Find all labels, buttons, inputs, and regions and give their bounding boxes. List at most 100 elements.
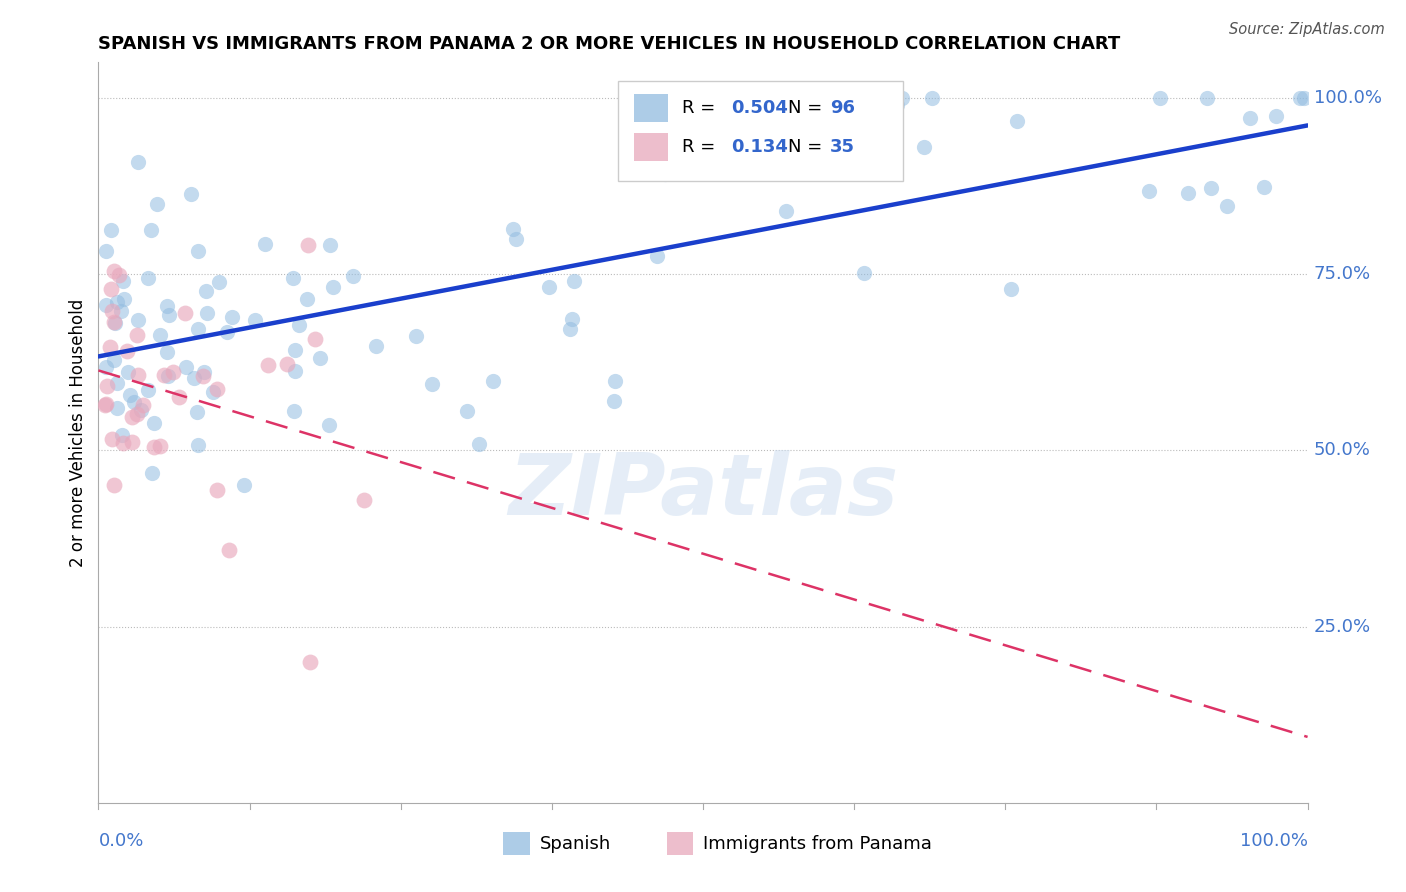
Point bbox=[284, 343, 307, 357]
Point bbox=[186, 405, 208, 419]
Point bbox=[101, 432, 124, 446]
Point bbox=[482, 374, 505, 388]
Point bbox=[157, 308, 180, 322]
Point bbox=[193, 365, 215, 379]
Point bbox=[912, 139, 935, 153]
Bar bbox=[634, 94, 668, 121]
Point bbox=[205, 483, 228, 498]
Point bbox=[187, 244, 209, 258]
Point bbox=[1137, 184, 1160, 198]
Point bbox=[284, 364, 307, 378]
Text: Immigrants from Panama: Immigrants from Panama bbox=[703, 835, 932, 853]
Bar bbox=[634, 133, 668, 161]
Point bbox=[100, 303, 122, 318]
Point bbox=[342, 268, 364, 283]
Point bbox=[1005, 114, 1028, 128]
Point bbox=[100, 223, 122, 237]
Text: 96: 96 bbox=[830, 99, 855, 117]
Point bbox=[180, 186, 202, 201]
Point bbox=[364, 339, 387, 353]
Point bbox=[257, 359, 280, 373]
Point bbox=[96, 397, 118, 411]
Point bbox=[751, 118, 773, 132]
Point bbox=[121, 409, 143, 424]
Point bbox=[103, 352, 125, 367]
Point bbox=[125, 407, 148, 421]
Point bbox=[149, 328, 172, 343]
Text: ZIPatlas: ZIPatlas bbox=[508, 450, 898, 533]
Point bbox=[309, 351, 332, 365]
Point bbox=[156, 344, 179, 359]
Text: R =: R = bbox=[682, 99, 721, 117]
Point bbox=[645, 249, 668, 263]
Point bbox=[208, 275, 231, 289]
Point bbox=[96, 244, 118, 258]
Point bbox=[127, 368, 149, 382]
Point bbox=[142, 440, 165, 454]
Text: 75.0%: 75.0% bbox=[1313, 265, 1371, 283]
Point bbox=[127, 155, 149, 169]
Point bbox=[1264, 109, 1286, 123]
Point bbox=[420, 377, 443, 392]
Point bbox=[605, 374, 627, 388]
Point bbox=[1195, 91, 1218, 105]
Point bbox=[152, 368, 174, 383]
Point bbox=[162, 365, 184, 379]
Point bbox=[183, 370, 205, 384]
Point bbox=[167, 390, 190, 404]
Point bbox=[1239, 111, 1261, 125]
Point bbox=[186, 438, 208, 452]
Point bbox=[187, 322, 209, 336]
Point bbox=[295, 292, 318, 306]
Point bbox=[1000, 282, 1022, 296]
Bar bbox=[503, 832, 530, 855]
Point bbox=[141, 466, 163, 480]
Point bbox=[353, 492, 375, 507]
Point bbox=[852, 266, 875, 280]
Point bbox=[288, 318, 311, 332]
Point bbox=[456, 404, 478, 418]
Text: SPANISH VS IMMIGRANTS FROM PANAMA 2 OR MORE VEHICLES IN HOUSEHOLD CORRELATION CH: SPANISH VS IMMIGRANTS FROM PANAMA 2 OR M… bbox=[98, 35, 1121, 53]
Point bbox=[505, 232, 527, 246]
Point bbox=[232, 478, 254, 492]
Point bbox=[174, 306, 197, 320]
Text: 25.0%: 25.0% bbox=[1313, 617, 1371, 635]
Point bbox=[100, 283, 122, 297]
Text: 100.0%: 100.0% bbox=[1240, 832, 1308, 850]
Text: 100.0%: 100.0% bbox=[1313, 88, 1382, 107]
Point bbox=[221, 310, 243, 325]
Point bbox=[689, 91, 711, 105]
Point bbox=[1215, 199, 1237, 213]
Point bbox=[654, 167, 676, 181]
Point bbox=[603, 394, 626, 409]
Point bbox=[215, 325, 238, 339]
Point bbox=[322, 280, 344, 294]
Point bbox=[502, 222, 524, 236]
Point bbox=[558, 321, 581, 335]
Point bbox=[174, 360, 197, 375]
Point bbox=[243, 313, 266, 327]
Point bbox=[96, 379, 118, 393]
Point bbox=[94, 398, 117, 412]
Point bbox=[1253, 179, 1275, 194]
Point bbox=[299, 655, 322, 669]
Point bbox=[112, 274, 135, 288]
Point bbox=[105, 376, 128, 391]
Text: 0.504: 0.504 bbox=[731, 99, 787, 117]
FancyBboxPatch shape bbox=[619, 81, 903, 181]
Bar bbox=[666, 832, 693, 855]
Point bbox=[103, 315, 125, 329]
Text: R =: R = bbox=[682, 138, 721, 156]
Point bbox=[138, 383, 160, 397]
Point bbox=[191, 368, 214, 383]
Point bbox=[564, 274, 586, 288]
Point bbox=[297, 237, 319, 252]
Point bbox=[283, 403, 305, 417]
Point bbox=[891, 91, 914, 105]
Text: 0.0%: 0.0% bbox=[98, 832, 143, 850]
Point bbox=[139, 223, 162, 237]
Point bbox=[1149, 91, 1171, 105]
Point bbox=[111, 436, 134, 450]
Point bbox=[127, 313, 149, 327]
Point bbox=[118, 388, 141, 402]
